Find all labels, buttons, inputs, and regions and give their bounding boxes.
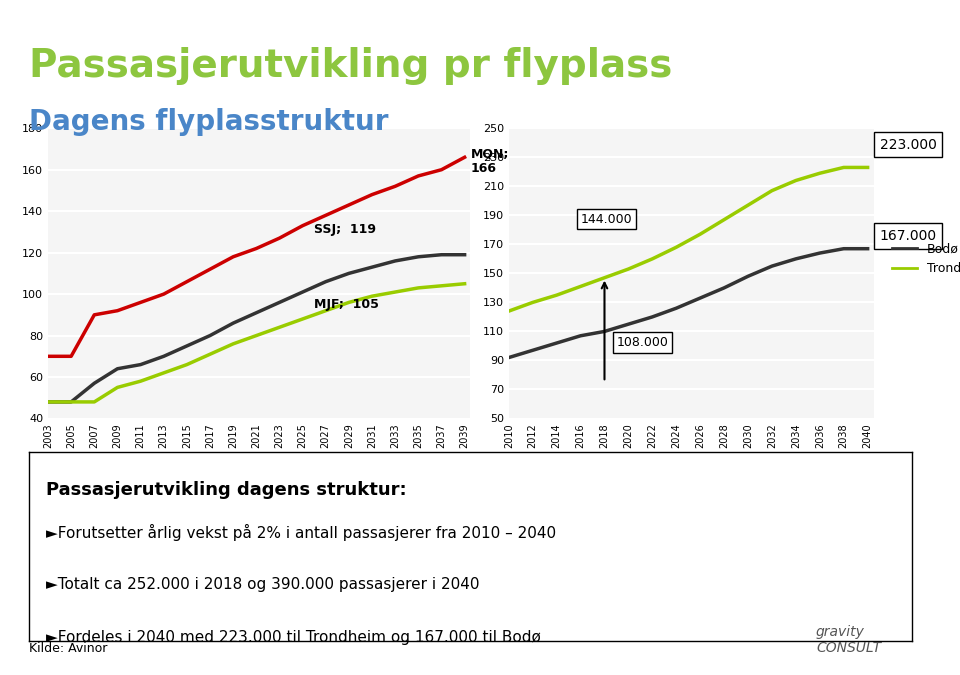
Text: Dagens flyplasstruktur: Dagens flyplasstruktur <box>29 108 388 136</box>
Text: Kilde: Avinor: Kilde: Avinor <box>29 642 108 655</box>
Text: Passasjerutvikling dagens struktur:: Passasjerutvikling dagens struktur: <box>46 481 407 499</box>
Text: SSJ;  119: SSJ; 119 <box>314 223 376 236</box>
Text: gravity
CONSULT: gravity CONSULT <box>816 624 881 655</box>
Text: 108.000: 108.000 <box>616 336 668 349</box>
Text: 167.000: 167.000 <box>879 229 937 243</box>
Text: Passasjerutvikling pr flyplass: Passasjerutvikling pr flyplass <box>29 47 672 85</box>
Text: MQN;
166: MQN; 166 <box>470 147 509 176</box>
Text: MJF;  105: MJF; 105 <box>314 298 379 311</box>
Text: 223.000: 223.000 <box>879 138 936 152</box>
Legend: Bodø, Trondheim: Bodø, Trondheim <box>887 238 960 280</box>
Text: ►Fordeles i 2040 med 223.000 til Trondheim og 167.000 til Bodø: ►Fordeles i 2040 med 223.000 til Trondhe… <box>46 630 541 645</box>
Text: ►Totalt ca 252.000 i 2018 og 390.000 passasjerer i 2040: ►Totalt ca 252.000 i 2018 og 390.000 pas… <box>46 577 480 592</box>
Text: ►Forutsetter årlig vekst på 2% i antall passasjerer fra 2010 – 2040: ►Forutsetter årlig vekst på 2% i antall … <box>46 524 557 541</box>
Text: 144.000: 144.000 <box>581 213 633 225</box>
